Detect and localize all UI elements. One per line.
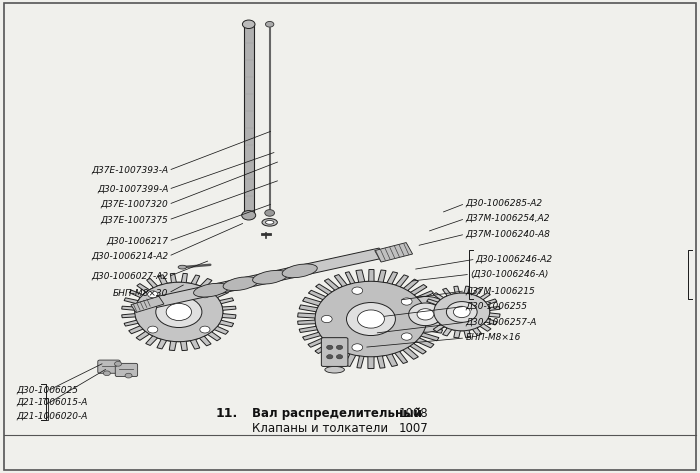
Text: 11.: 11. [216, 407, 238, 420]
Text: Д30-1006217: Д30-1006217 [106, 236, 169, 245]
Ellipse shape [223, 277, 258, 290]
Circle shape [104, 371, 111, 376]
Text: Д37М-1006254,А2: Д37М-1006254,А2 [466, 214, 550, 223]
Circle shape [346, 303, 395, 335]
Circle shape [447, 302, 477, 322]
FancyBboxPatch shape [321, 338, 348, 367]
Circle shape [241, 210, 255, 220]
Circle shape [399, 297, 452, 332]
Ellipse shape [253, 271, 288, 284]
Text: 1008: 1008 [399, 407, 428, 420]
Text: 1007: 1007 [399, 422, 428, 435]
Ellipse shape [325, 367, 344, 373]
Polygon shape [131, 296, 164, 313]
Circle shape [454, 307, 470, 317]
Text: Д30-1006255: Д30-1006255 [466, 302, 527, 311]
Ellipse shape [178, 265, 186, 269]
Circle shape [315, 281, 427, 357]
Polygon shape [374, 243, 412, 262]
Circle shape [166, 303, 192, 321]
Ellipse shape [265, 220, 274, 224]
Text: Клапаны и толкатели: Клапаны и толкатели [252, 422, 389, 435]
Circle shape [417, 309, 434, 320]
Circle shape [148, 326, 158, 333]
Text: Д37М-1006215: Д37М-1006215 [466, 286, 535, 295]
Text: БНП-М8×16: БНП-М8×16 [466, 333, 521, 342]
Circle shape [352, 344, 363, 351]
FancyBboxPatch shape [116, 363, 138, 377]
Circle shape [337, 355, 343, 359]
Polygon shape [244, 24, 253, 215]
Circle shape [265, 210, 274, 216]
Text: Д21-1006020-А: Д21-1006020-А [17, 411, 88, 420]
Circle shape [200, 291, 210, 298]
Circle shape [156, 297, 202, 327]
Circle shape [125, 373, 132, 378]
Text: Д30-1006025: Д30-1006025 [17, 385, 79, 394]
Circle shape [401, 333, 412, 340]
Text: Д37М-1006240-А8: Д37М-1006240-А8 [466, 230, 550, 239]
Text: (Д30-1006246-А): (Д30-1006246-А) [470, 270, 549, 279]
Polygon shape [152, 248, 384, 307]
Circle shape [200, 326, 210, 333]
Polygon shape [122, 273, 236, 350]
Text: Д30-1006285-А2: Д30-1006285-А2 [466, 199, 542, 208]
Ellipse shape [194, 283, 229, 297]
Circle shape [352, 287, 363, 294]
Circle shape [321, 315, 332, 323]
Text: Д37Е-1007320: Д37Е-1007320 [101, 200, 169, 209]
Ellipse shape [282, 264, 317, 278]
Circle shape [327, 355, 333, 359]
Circle shape [401, 298, 412, 305]
Text: Вал распределительный: Вал распределительный [252, 407, 422, 420]
Text: Д30-1006027-А2: Д30-1006027-А2 [91, 272, 169, 281]
Circle shape [135, 282, 223, 342]
Circle shape [148, 291, 158, 298]
Circle shape [242, 20, 255, 28]
FancyBboxPatch shape [98, 360, 120, 373]
Text: Д37Е-1007393-А: Д37Е-1007393-А [91, 166, 169, 175]
Text: Д30-1007399-А: Д30-1007399-А [97, 185, 169, 194]
Text: Д21-1006015-А: Д21-1006015-А [17, 398, 88, 407]
Circle shape [265, 21, 274, 27]
Ellipse shape [262, 219, 277, 226]
Text: Д30-1006214-А2: Д30-1006214-А2 [91, 252, 169, 261]
Text: БНП-М8×30: БНП-М8×30 [113, 289, 169, 298]
Circle shape [115, 361, 122, 366]
Circle shape [358, 310, 384, 328]
Circle shape [327, 345, 333, 350]
Circle shape [337, 345, 343, 350]
Polygon shape [424, 286, 500, 338]
Circle shape [409, 303, 442, 325]
Polygon shape [298, 270, 444, 368]
Text: Д30-1006257-А: Д30-1006257-А [466, 318, 537, 327]
Circle shape [434, 293, 490, 331]
Text: Д30-1006246-А2: Д30-1006246-А2 [476, 254, 553, 263]
Text: Д37Е-1007375: Д37Е-1007375 [101, 216, 169, 225]
